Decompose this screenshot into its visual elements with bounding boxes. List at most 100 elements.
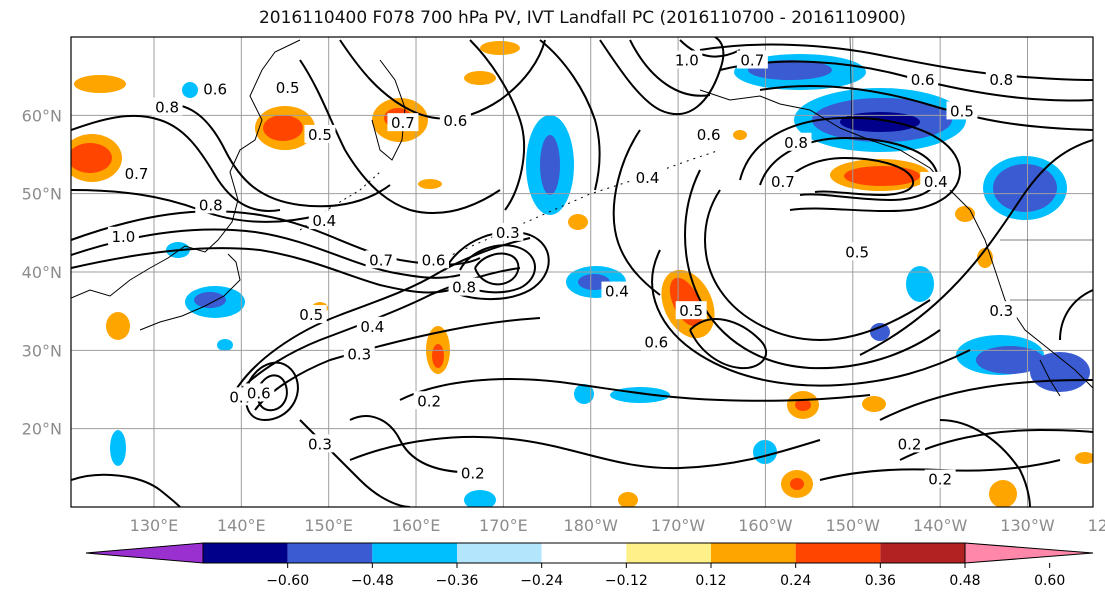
contour-label-bg — [767, 171, 799, 190]
contour-label-bg — [439, 110, 471, 129]
contour-label: 0.5 — [276, 79, 300, 97]
contour-label: 0.6 — [697, 126, 721, 144]
contour-label-bg — [151, 97, 183, 116]
contour-label: 0.4 — [312, 212, 336, 230]
contour-label: 0.5 — [308, 126, 332, 144]
contour-label-bg — [675, 301, 707, 320]
contour-label: 0.8 — [452, 279, 476, 297]
lat-label: 30°N — [22, 341, 62, 360]
colorbar-tick-label: 0.12 — [695, 573, 726, 589]
contour-label-bg — [304, 124, 336, 143]
colorbar-tick-label: 0.24 — [780, 573, 811, 589]
lon-label: 170°W — [651, 516, 706, 535]
colorbar-segment — [457, 543, 542, 563]
contour-label-bg — [736, 50, 768, 69]
lon-label: 170°E — [479, 516, 528, 535]
colorbar-tick-label: 0.60 — [1034, 573, 1065, 589]
contour-label: 0.2 — [928, 471, 952, 489]
contour-label: 0.6 — [247, 384, 271, 402]
contour-label: 0.7 — [369, 251, 393, 269]
contour-label-bg — [413, 391, 445, 410]
map-border — [70, 36, 1094, 508]
contour-label-bg — [304, 434, 336, 453]
contour-labels: 0.5 0.8 0.6 0.7 0.8 1.0 0.5 0.4 0.7 0.7 0.6 0.6 0.8 0… — [107, 50, 1017, 489]
contour-label-bg — [924, 469, 956, 488]
contour-label: 0.7 — [391, 114, 415, 132]
lat-label: 20°N — [22, 420, 62, 439]
colorbar-outline — [202, 542, 966, 564]
lat-label: 60°N — [22, 106, 62, 125]
contour-label-bg — [946, 101, 978, 120]
contour-label: 0.3 — [347, 345, 371, 363]
contour-label: 0.3 — [308, 435, 332, 453]
colorbar-segment — [880, 543, 965, 563]
colorbar-extend-min — [85, 542, 204, 564]
contour-label: 1.0 — [675, 52, 699, 70]
colorbar-extend-max — [964, 542, 1094, 564]
contour-label-bg — [448, 277, 480, 296]
coast-japan — [139, 253, 241, 331]
contour-label-bg — [920, 171, 952, 190]
contour-label: 0.6 — [422, 251, 446, 269]
colorbar-segment — [372, 543, 457, 563]
longitude-labels: 130°E 140°E 150°E 160°E 170°E 180°W 170°W 160°W… — [130, 516, 1105, 535]
contour-label-bg — [693, 124, 725, 143]
contour-label: 0.2 — [898, 435, 922, 453]
map-title: 2016110400 F078 700 hPa PV, IVT Landfall… — [258, 8, 906, 28]
contour-label: 0.6 — [644, 334, 668, 352]
borders — [849, 37, 1093, 301]
contour-label: 0.8 — [989, 71, 1013, 89]
contour-label-bg — [418, 250, 450, 269]
lon-label: 130°W — [1000, 516, 1055, 535]
contour-label: 0.5 — [950, 102, 974, 120]
contour-label: 0.4 — [605, 283, 629, 301]
colorbar-segment — [711, 543, 796, 563]
contour-label: 0.4 — [924, 173, 948, 191]
shade-positive-west — [71, 41, 588, 374]
contour-label: 0.7 — [125, 165, 149, 183]
contour-label-bg — [272, 77, 304, 96]
colorbar-tick-label: −0.60 — [266, 573, 309, 589]
contour-label: 0.5 — [679, 302, 703, 320]
contour-label-bg — [295, 305, 327, 324]
colorbar-tick-label: 0.36 — [865, 573, 896, 589]
contour-label: 0.2 — [461, 464, 485, 482]
contour-label-bg — [640, 332, 672, 351]
shade-central — [464, 115, 715, 507]
contour-label-bg — [199, 79, 231, 98]
contour-label-bg — [841, 242, 873, 261]
colorbar-tick-label: −0.24 — [520, 573, 563, 589]
map-panel: 0.5 0.8 0.6 0.7 0.8 1.0 0.5 0.4 0.7 0.7 0.6 0.6 0.8 0… — [71, 37, 1093, 507]
lat-label: 40°N — [22, 263, 62, 282]
colorbar-segment — [287, 543, 373, 563]
contour-label-bg — [343, 344, 375, 363]
contour-label-bg — [894, 434, 926, 453]
contour-label: 0.6 — [203, 80, 227, 98]
contour-label: 0.8 — [155, 99, 179, 117]
contour-label: 0.7 — [740, 52, 764, 70]
colorbar-tick-label: −0.48 — [351, 573, 394, 589]
contour-label: 0.6 — [911, 71, 935, 89]
contour-label-bg — [985, 70, 1017, 89]
contour-label: 0.3 — [989, 302, 1013, 320]
contour-label-bg — [985, 301, 1017, 320]
contour-label: 0.4 — [360, 318, 384, 336]
contour-label-bg — [243, 383, 275, 402]
lon-label: 150°W — [826, 516, 881, 535]
contour-label: 1.0 — [111, 228, 135, 246]
lon-label: 160°W — [738, 516, 793, 535]
lon-label: 140°W — [913, 516, 968, 535]
contour-label: 0.3 — [496, 224, 520, 242]
contour-label-bg — [632, 168, 664, 186]
colorbar-segment — [626, 543, 711, 563]
latitude-labels: 60°N 50°N 40°N 30°N 20°N — [22, 106, 62, 438]
contour-label: 0.5 — [299, 306, 323, 324]
contour-label-bg — [492, 222, 524, 241]
contour-label-bg — [601, 281, 633, 300]
lon-label: 130°E — [130, 516, 179, 535]
lon-label: 150°E — [304, 516, 353, 535]
colorbar-tick-label: 0.48 — [949, 573, 980, 589]
contour-label-bg — [387, 113, 419, 132]
colorbar-segment — [203, 543, 288, 563]
